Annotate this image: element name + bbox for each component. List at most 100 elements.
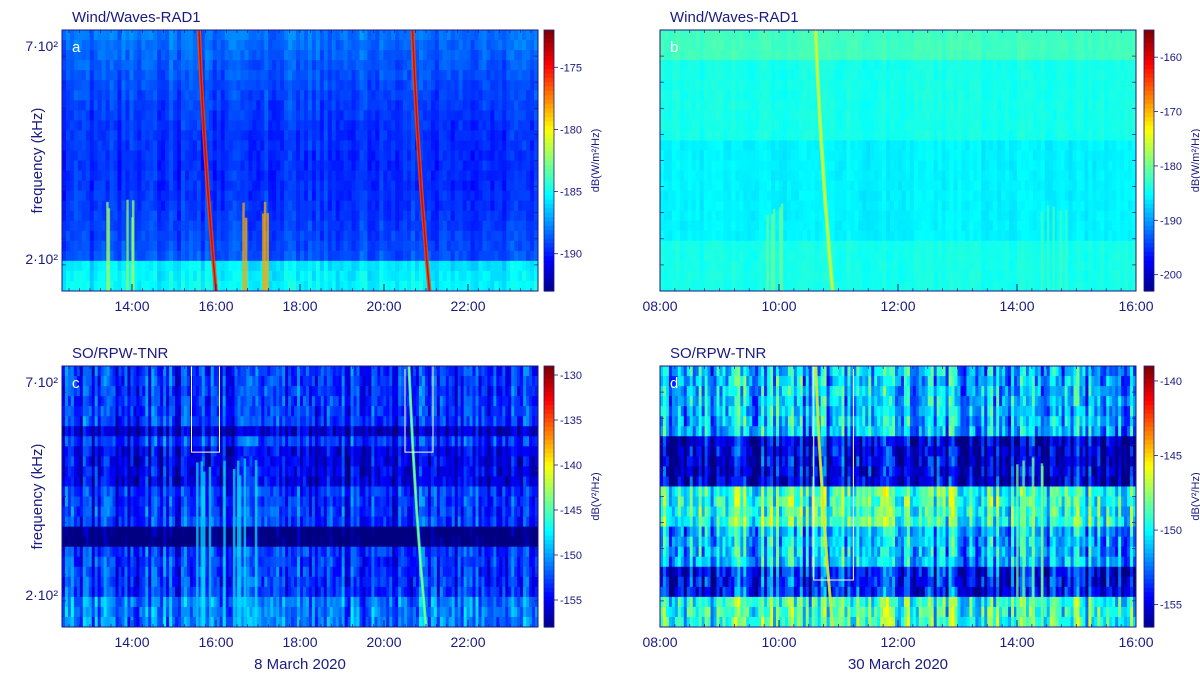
- radio-burst: [1022, 460, 1025, 627]
- x-tick-label: 12:00: [880, 298, 915, 314]
- x-tick-label: 10:00: [761, 634, 796, 650]
- radio-burst: [106, 202, 109, 291]
- spectrogram-image: [62, 366, 538, 627]
- x-tick-label: 14:00: [999, 298, 1034, 314]
- x-tick-label: 16:00: [198, 298, 233, 314]
- x-tick-label: 08:00: [642, 298, 677, 314]
- x-tick-label: 22:00: [450, 298, 485, 314]
- y-tick-label: 7·10²: [25, 38, 58, 54]
- x-tick-label: 16:00: [1118, 634, 1153, 650]
- radio-burst: [237, 460, 240, 627]
- radio-burst: [200, 461, 203, 627]
- x-tick-label: 22:00: [450, 634, 485, 650]
- colorbar-tick-label: -150: [1160, 525, 1182, 537]
- radio-burst: [232, 469, 236, 627]
- radio-burst: [244, 217, 248, 291]
- radio-burst: [126, 199, 129, 291]
- spectrogram-image: [660, 366, 1136, 627]
- radio-burst: [1016, 464, 1019, 627]
- radio-burst: [208, 466, 212, 627]
- colorbar-tick-label: -170: [1160, 107, 1182, 119]
- radio-burst: [1059, 210, 1062, 291]
- x-tick-label: 10:00: [761, 298, 796, 314]
- radio-burst: [1065, 210, 1068, 291]
- radio-burst: [766, 214, 769, 291]
- x-tick-label: 18:00: [282, 634, 317, 650]
- panel-label: d: [670, 375, 678, 392]
- panel-label: a: [72, 39, 81, 56]
- x-tick-label: 12:00: [880, 634, 915, 650]
- radio-burst: [770, 214, 774, 291]
- radio-burst: [266, 213, 269, 291]
- y-tick-label: 7·10²: [25, 374, 58, 390]
- radio-burst: [1031, 457, 1035, 627]
- radio-burst: [1046, 205, 1050, 291]
- date-label: 30 March 2020: [848, 656, 948, 673]
- spectrogram-image: [660, 30, 1136, 291]
- colorbar-tick-label: -145: [560, 505, 582, 517]
- panel-title: Wind/Waves-RAD1: [72, 9, 201, 26]
- colorbar-tick-label: -185: [560, 187, 582, 199]
- colorbar: [543, 365, 555, 628]
- colorbar-label: dB(V²/Hz): [590, 472, 602, 520]
- colorbar-tick-label: -135: [560, 415, 582, 427]
- colorbar-tick-label: -140: [1160, 376, 1182, 388]
- y-axis-label: frequency (kHz): [29, 108, 46, 214]
- colorbar-tick-label: -190: [1160, 215, 1182, 227]
- panel-label: b: [670, 39, 678, 56]
- radio-burst: [1041, 466, 1044, 627]
- y-tick-label: 2·10²: [25, 587, 58, 603]
- y-axis-label: frequency (kHz): [29, 444, 46, 550]
- spectrogram-image: [62, 30, 538, 291]
- panel-a: Wind/Waves-RAD1 a 14:00 16:00 18:00 20:00 22:0…: [25, 9, 602, 314]
- x-tick-label: 18:00: [282, 298, 317, 314]
- radio-burst: [223, 460, 226, 627]
- colorbar-tick-label: -175: [560, 62, 582, 74]
- x-tick-label: 20:00: [366, 634, 401, 650]
- panel-title: Wind/Waves-RAD1: [670, 9, 799, 26]
- panel-title: SO/RPW-TNR: [670, 345, 767, 362]
- panel-d: SO/RPW-TNR d 08:00 10:00 12:00 14:00 16:00 30 M…: [642, 345, 1200, 673]
- colorbar-tick-label: -180: [1160, 161, 1182, 173]
- radio-burst: [778, 207, 782, 291]
- radio-burst: [131, 217, 134, 291]
- radio-burst: [263, 201, 267, 291]
- radio-burst: [262, 213, 265, 291]
- panel-label: c: [72, 375, 80, 392]
- radio-burst: [203, 471, 206, 627]
- x-tick-label: 08:00: [642, 634, 677, 650]
- radio-burst: [243, 458, 247, 627]
- colorbar-tick-label: -200: [1160, 270, 1182, 282]
- colorbar-tick-label: -180: [560, 124, 582, 136]
- colorbar-tick-label: -190: [560, 249, 582, 261]
- radio-burst: [254, 460, 258, 627]
- colorbar-label: dB(W/m²/Hz): [590, 129, 602, 193]
- radio-burst: [107, 208, 111, 291]
- colorbar-tick-label: -130: [560, 370, 582, 382]
- x-tick-label: 14:00: [114, 634, 149, 650]
- x-tick-label: 16:00: [1118, 298, 1153, 314]
- radio-burst: [238, 475, 242, 627]
- panel-title: SO/RPW-TNR: [72, 345, 169, 362]
- x-tick-label: 14:00: [999, 634, 1034, 650]
- x-tick-label: 16:00: [198, 634, 233, 650]
- radio-burst: [1040, 211, 1044, 291]
- x-tick-label: 14:00: [114, 298, 149, 314]
- radio-burst: [1052, 206, 1055, 291]
- panel-b: Wind/Waves-RAD1 b 08:00 10:00 12:00 14:00 16:0…: [642, 9, 1200, 314]
- colorbar-tick-label: -155: [560, 595, 582, 607]
- panel-c: SO/RPW-TNR c 14:00 16:00 18:00 20:00 22:00 7·10…: [25, 345, 602, 673]
- colorbar-tick-label: -140: [560, 460, 582, 472]
- date-label: 8 March 2020: [254, 656, 346, 673]
- colorbar: [1143, 29, 1155, 292]
- y-tick-label: 2·10²: [25, 251, 58, 267]
- colorbar: [543, 29, 555, 292]
- colorbar: [1143, 365, 1155, 628]
- colorbar-tick-label: -160: [1160, 52, 1182, 64]
- radio-burst: [242, 202, 245, 291]
- colorbar-label: dB(V²/Hz): [1190, 472, 1200, 520]
- radio-burst: [196, 462, 199, 627]
- colorbar-tick-label: -145: [1160, 450, 1182, 462]
- colorbar-tick-label: -155: [1160, 600, 1182, 612]
